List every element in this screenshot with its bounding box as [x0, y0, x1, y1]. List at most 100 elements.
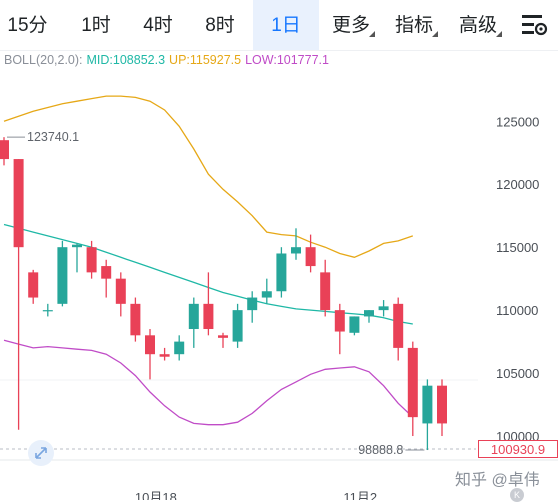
settings-menu-icon[interactable] — [520, 12, 548, 38]
candle — [145, 329, 155, 380]
candle-body — [334, 310, 345, 332]
candle-body — [130, 303, 141, 336]
candle — [42, 303, 53, 317]
candle — [28, 269, 39, 304]
price-tick-label: 115000 — [496, 240, 538, 255]
tab-label: 更多 — [331, 15, 370, 36]
candle-body — [276, 253, 287, 292]
candle-body — [42, 310, 53, 312]
candle — [188, 297, 199, 348]
boll-mid: MID:108852.3 — [86, 53, 166, 67]
candle — [407, 341, 418, 437]
boll-legend: BOLL(20,2.0): MID:108852.3 UP:115927.5 LOW:… — [4, 53, 333, 67]
price-tick-label: 110000 — [496, 303, 538, 318]
candle-body — [174, 341, 185, 355]
candle-body — [247, 297, 258, 311]
date-tick-label: 11月2 — [343, 490, 377, 500]
chart-grid — [0, 379, 558, 461]
candle-body — [159, 354, 170, 357]
candle-body — [203, 303, 214, 330]
tab-advanced[interactable]: 高级 — [452, 0, 504, 50]
candle-body — [218, 335, 228, 338]
candle-body — [0, 140, 9, 160]
candle-body — [407, 347, 418, 418]
expand-icon[interactable] — [28, 440, 54, 466]
boll-upper-line — [3, 95, 414, 258]
candle-body — [13, 159, 24, 248]
tab-1h[interactable]: 1时 — [66, 0, 126, 50]
watermark-badge: K — [510, 488, 524, 502]
candle — [422, 379, 433, 451]
candle-body — [393, 303, 404, 348]
candle — [159, 347, 170, 361]
tab-8h[interactable]: 8时 — [190, 0, 250, 50]
boll-up: UP:115927.5 — [169, 53, 242, 67]
high-annotation: 123740.1 — [27, 130, 79, 144]
candle — [334, 303, 345, 355]
tab-label: 高级 — [458, 15, 497, 36]
candles — [0, 137, 447, 451]
candle — [72, 243, 82, 273]
candle — [115, 272, 126, 317]
candle — [57, 240, 68, 307]
candle-body — [57, 247, 68, 304]
candle-body — [101, 266, 112, 279]
candle-body — [437, 385, 447, 424]
extreme-annotations: 123740.1 98888.8 — [7, 130, 425, 457]
tab-15m[interactable]: 15分 — [0, 0, 55, 50]
boll-low: LOW:101777.1 — [245, 53, 329, 67]
candle-body — [291, 247, 301, 254]
price-tick-label: 105000 — [496, 366, 539, 381]
candle — [86, 240, 97, 279]
candle-body — [86, 247, 97, 273]
candle-body — [378, 306, 389, 311]
tab-label: 指标 — [394, 15, 433, 36]
candle — [130, 297, 141, 342]
candle — [101, 259, 112, 298]
tab-1d[interactable]: 1日 — [253, 0, 319, 50]
tab-more[interactable]: 更多 — [325, 0, 377, 50]
watermark: 知乎 @卓伟 — [455, 472, 540, 489]
candle — [320, 259, 331, 317]
tab-label: 1时 — [81, 15, 111, 36]
candle — [247, 291, 258, 323]
tab-indicators[interactable]: 指标 — [388, 0, 440, 50]
candle-body — [422, 385, 433, 424]
candle — [0, 137, 9, 166]
candle — [305, 234, 316, 273]
candle-body — [232, 310, 243, 342]
candle-body — [261, 291, 272, 298]
caret-icon — [496, 31, 502, 37]
candle-body — [72, 244, 82, 248]
price-tick-label: 125000 — [496, 114, 539, 129]
caret-icon — [432, 31, 438, 37]
candle-body — [320, 272, 331, 311]
candle-body — [115, 278, 126, 304]
tab-label: 1日 — [271, 15, 301, 36]
candle — [291, 228, 301, 260]
candle-body — [364, 310, 374, 317]
candle — [203, 272, 214, 336]
candle — [218, 332, 228, 348]
candle — [437, 379, 447, 437]
low-annotation: 98888.8 — [358, 443, 403, 457]
candle-body — [349, 316, 360, 333]
candle-body — [28, 272, 39, 298]
tab-label: 4时 — [143, 15, 173, 36]
candle — [174, 335, 185, 361]
candle-body — [188, 303, 199, 330]
candle — [276, 247, 287, 298]
tab-4h[interactable]: 4时 — [128, 0, 188, 50]
candle — [364, 310, 374, 323]
timeframe-tabs: 15分 1时 4时 8时 1日 更多 指标 高级 — [0, 0, 558, 51]
current-price-tag: 100930.9 — [478, 440, 558, 458]
candle — [261, 278, 272, 304]
caret-icon — [369, 31, 375, 37]
price-tick-label: 120000 — [496, 177, 539, 192]
candle-body — [145, 335, 155, 355]
candle-body — [305, 247, 316, 267]
candle — [349, 316, 360, 336]
boll-lower-line — [3, 339, 414, 426]
